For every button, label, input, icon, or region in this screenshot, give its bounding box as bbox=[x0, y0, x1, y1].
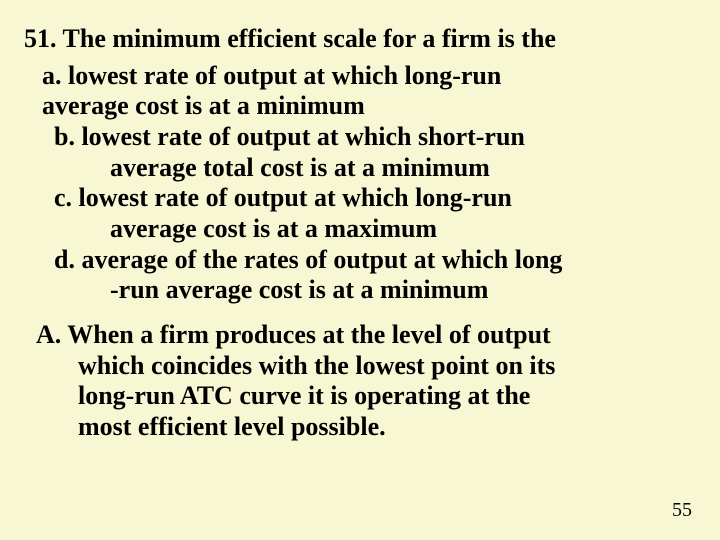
option-d-line1: d. average of the rates of output at whi… bbox=[54, 245, 696, 276]
option-d-line2: -run average cost is at a minimum bbox=[54, 275, 696, 306]
answer-line1: A. When a firm produces at the level of … bbox=[36, 320, 696, 351]
answer-line4: most efficient level possible. bbox=[36, 412, 696, 443]
answer-block: A. When a firm produces at the level of … bbox=[24, 320, 696, 443]
option-c-line2: average cost is at a maximum bbox=[54, 214, 696, 245]
option-b-line2: average total cost is at a minimum bbox=[54, 153, 696, 184]
option-c: c. lowest rate of output at which long-r… bbox=[24, 183, 696, 244]
option-a-line2: average cost is at a minimum bbox=[42, 91, 696, 122]
option-d: d. average of the rates of output at whi… bbox=[24, 245, 696, 306]
question-text: The minimum efficient scale for a firm i… bbox=[63, 24, 556, 53]
option-b-line1: b. lowest rate of output at which short-… bbox=[54, 122, 696, 153]
question-number: 51. bbox=[24, 24, 57, 53]
slide-content: 51. The minimum efficient scale for a fi… bbox=[0, 0, 720, 443]
option-a-line1: a. lowest rate of output at which long-r… bbox=[42, 61, 696, 92]
option-b: b. lowest rate of output at which short-… bbox=[24, 122, 696, 183]
page-number: 55 bbox=[672, 499, 692, 522]
option-c-line1: c. lowest rate of output at which long-r… bbox=[54, 183, 696, 214]
answer-line3: long-run ATC curve it is operating at th… bbox=[36, 381, 696, 412]
answer-line2: which coincides with the lowest point on… bbox=[36, 351, 696, 382]
option-a: a. lowest rate of output at which long-r… bbox=[24, 61, 696, 122]
question-stem: 51. The minimum efficient scale for a fi… bbox=[24, 24, 696, 55]
